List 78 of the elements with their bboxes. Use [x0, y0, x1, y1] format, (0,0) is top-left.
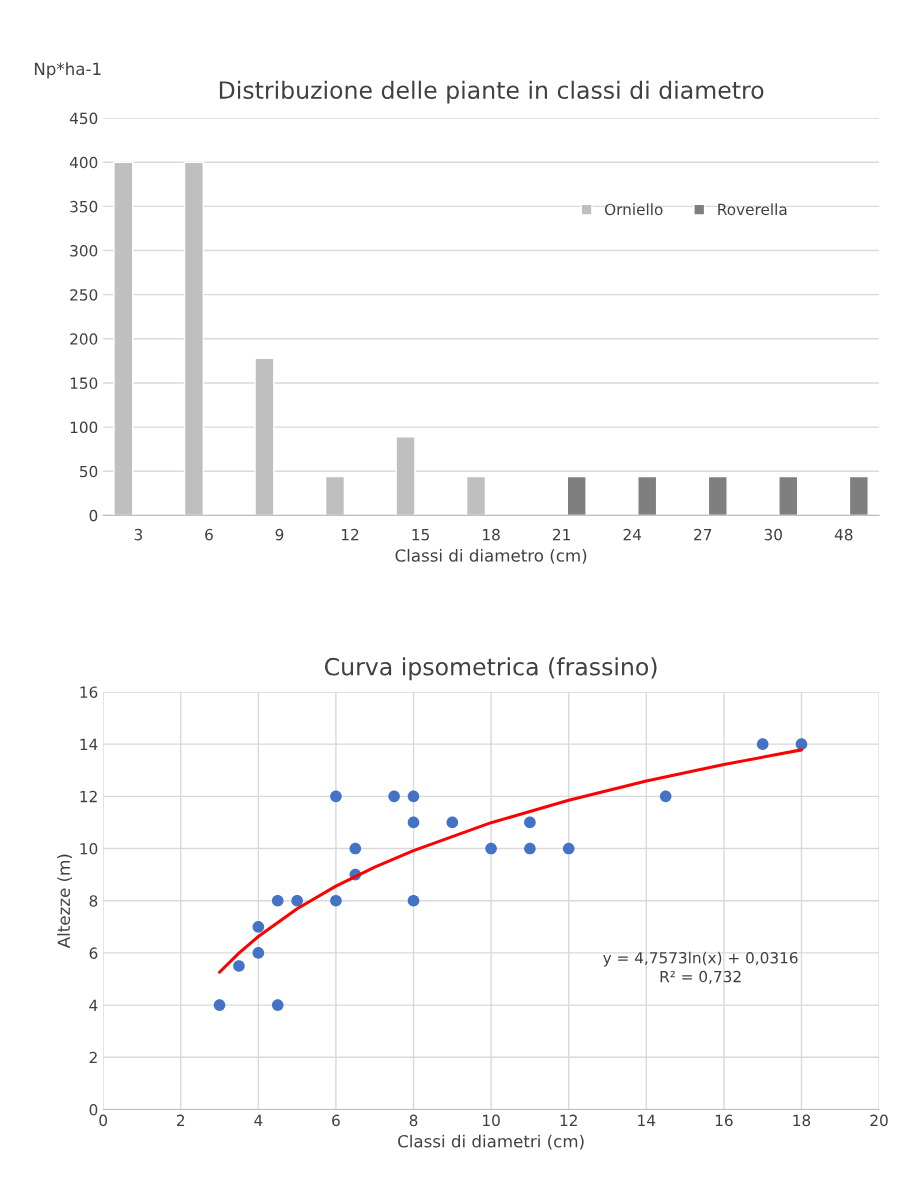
y-tick-label: 0 — [89, 509, 98, 522]
y-tick-label: 50 — [80, 465, 98, 478]
x-tick-label: 2 — [177, 1114, 185, 1126]
point — [407, 894, 420, 907]
y-tick-label: 4 — [89, 999, 98, 1011]
x-axis-title: Classi di diametro (cm) — [395, 548, 587, 564]
point — [562, 842, 575, 855]
x-tick-label: 15 — [412, 529, 429, 541]
x-tick-label: 24 — [623, 528, 642, 541]
y-tick-label: 100 — [70, 421, 98, 434]
point — [330, 790, 342, 803]
y-axis-title: Np*ha-1 — [34, 62, 101, 79]
point — [524, 816, 536, 829]
x-tick-label: 30 — [764, 528, 782, 541]
x-tick-label: 21 — [553, 528, 570, 541]
y-tick-label: 6 — [89, 947, 98, 959]
point — [233, 960, 245, 972]
point — [252, 921, 265, 933]
x-tick-label: 9 — [275, 528, 284, 541]
x-tick-label: 18 — [793, 1114, 811, 1127]
point — [330, 894, 342, 907]
x-tick-label: 16 — [715, 1114, 733, 1127]
y-tick-label: 14 — [80, 738, 98, 750]
x-tick-label: 12 — [560, 1114, 577, 1126]
point — [524, 842, 536, 855]
x-tick-label: 48 — [834, 528, 853, 541]
y-tick-label: 450 — [69, 112, 98, 125]
legend-label: Roverella — [718, 203, 787, 216]
x-tick-label: 27 — [694, 528, 712, 541]
point — [349, 842, 362, 855]
x-tick-label: 14 — [638, 1114, 656, 1126]
bar — [848, 475, 869, 516]
point — [252, 947, 265, 959]
bar — [778, 475, 799, 516]
point — [407, 816, 420, 829]
y-tick-label: 2 — [89, 1051, 97, 1064]
x-tick-label: 18 — [483, 528, 500, 541]
x-tick-label: 8 — [409, 1114, 418, 1127]
x-tick-label: 20 — [870, 1114, 888, 1127]
y-tick-label: 16 — [80, 686, 98, 698]
point — [271, 999, 284, 1011]
y-tick-label: 400 — [69, 156, 98, 169]
point — [271, 894, 284, 907]
bar — [637, 475, 658, 516]
y-tick-label: 200 — [70, 333, 98, 345]
point — [388, 790, 400, 803]
y-tick-label: 350 — [70, 200, 98, 213]
y-tick-label: 10 — [80, 842, 98, 855]
point — [756, 738, 769, 750]
x-tick-label: 3 — [134, 528, 143, 541]
y-tick-label: 8 — [89, 895, 98, 907]
x-axis-title: Classi di diametri (cm) — [398, 1134, 584, 1150]
chart-title: Distribuzione delle piante in classi di diametro — [219, 80, 764, 104]
bar — [566, 475, 587, 516]
y-axis-title: Altezze (m) — [57, 854, 73, 949]
annotation: y = 4,7573ln(x) + 0,0316 — [603, 951, 798, 967]
bar — [707, 475, 728, 516]
y-tick-label: 150 — [70, 377, 98, 389]
y-tick-label: 300 — [70, 245, 98, 257]
legend-label: Orniello — [604, 203, 663, 216]
y-tick-label: 0 — [89, 1103, 98, 1116]
x-tick-label: 12 — [341, 528, 359, 541]
point — [485, 842, 497, 855]
y-tick-label: 250 — [70, 289, 98, 301]
x-tick-label: 0 — [99, 1114, 107, 1127]
x-tick-label: 6 — [332, 1114, 340, 1127]
x-tick-label: 4 — [254, 1114, 263, 1126]
point — [213, 999, 226, 1011]
point — [446, 816, 459, 829]
chart-title: Curva ipsometrica (frassino) — [324, 657, 657, 681]
point — [407, 790, 420, 803]
annotation: R² = 0,732 — [660, 970, 741, 984]
point — [795, 738, 808, 750]
x-tick-label: 6 — [205, 528, 213, 541]
x-tick-label: 10 — [483, 1114, 500, 1127]
y-tick-label: 12 — [80, 790, 97, 803]
point — [659, 790, 672, 803]
point — [291, 894, 303, 907]
